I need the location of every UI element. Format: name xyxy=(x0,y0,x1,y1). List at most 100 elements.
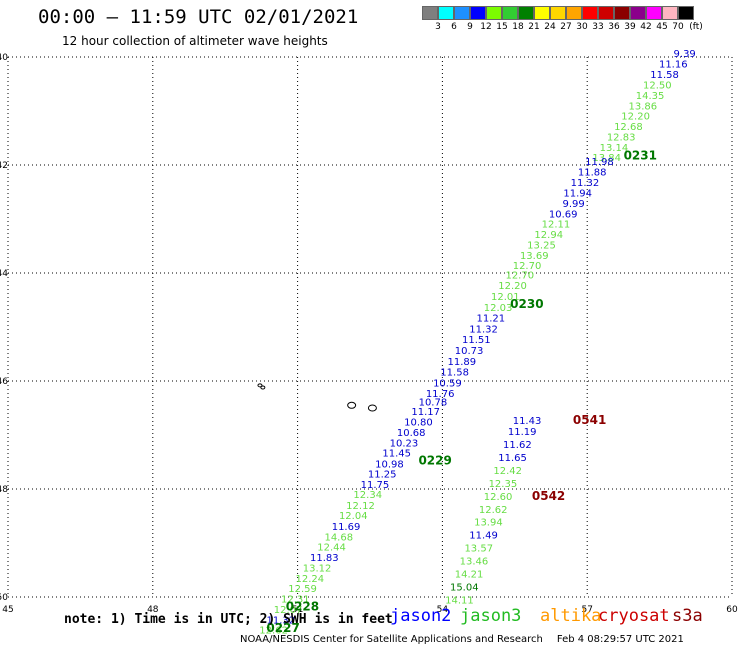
map-subtitle: 12 hour collection of altimeter wave hei… xyxy=(62,34,328,48)
wave-height-value: 12.20 xyxy=(621,112,650,123)
wave-height-value: 12.07 xyxy=(274,605,303,616)
colorbar-label: 12 xyxy=(480,22,492,32)
lon-tick-label: 57 xyxy=(581,605,592,615)
wave-height-value: 10.69 xyxy=(549,209,578,220)
wave-height-value: 11.32 xyxy=(267,615,296,626)
wave-height-value: 13.57 xyxy=(464,544,493,555)
lat-tick-label: -48 xyxy=(0,485,8,495)
wave-height-value: 11.21 xyxy=(477,314,506,325)
wave-height-value: 11.69 xyxy=(332,522,361,533)
island-outline xyxy=(347,401,357,409)
wave-height-value: 12.03 xyxy=(484,303,513,314)
wave-height-value: 12.04 xyxy=(339,511,368,522)
wave-height-value: 11.65 xyxy=(498,453,527,464)
wave-height-value: 11.75 xyxy=(361,480,390,491)
wave-height-value: 12.44 xyxy=(317,543,346,554)
wave-height-value: 12.12 xyxy=(346,501,375,512)
wave-height-value: 13.25 xyxy=(527,241,556,252)
wave-height-value: 10.98 xyxy=(375,459,404,470)
wave-height-value: 13.86 xyxy=(629,101,658,112)
wave-height-value: 10.73 xyxy=(455,346,484,357)
colorbar-label: 9 xyxy=(467,22,473,32)
wave-height-value: 11.94 xyxy=(563,188,592,199)
colorbar-label: 42 xyxy=(640,22,652,32)
colorbar-label: 27 xyxy=(560,22,572,32)
colorbar-unit: (ft) xyxy=(689,22,703,32)
colorbar-swatch xyxy=(470,6,486,20)
colorbar-swatch xyxy=(486,6,502,20)
colorbar-swatch xyxy=(630,6,646,20)
satellite-legend-jason3: jason3 xyxy=(460,606,522,626)
credit-timestamp: Feb 4 08:29:57 UTC 2021 xyxy=(556,634,684,645)
colorbar-label: 33 xyxy=(592,22,604,32)
wave-height-value: 10.78 xyxy=(419,397,448,408)
wave-height-value: 12.50 xyxy=(643,80,672,91)
lon-tick-label: 60 xyxy=(726,605,738,615)
satellite-legend-s3a: s3a xyxy=(672,606,703,626)
wave-height-value: 11.16 xyxy=(659,59,688,70)
colorbar-swatch xyxy=(438,6,454,20)
wave-height-value: 13.84 xyxy=(592,153,621,164)
wave-height-value: 12.68 xyxy=(614,122,643,133)
wave-height-value: 12.62 xyxy=(479,505,508,516)
pass-time-label: 0542 xyxy=(532,489,565,503)
pass-time-label: 0227 xyxy=(266,621,299,635)
colorbar-swatch xyxy=(518,6,534,20)
wave-height-value: 11.43 xyxy=(513,416,542,427)
satellite-legend-jason2: jason2 xyxy=(390,606,452,626)
wave-height-value: 11.51 xyxy=(462,335,491,346)
wave-height-value: 9.99 xyxy=(563,199,585,210)
colorbar-label: 15 xyxy=(496,22,508,32)
wave-height-value: 14.21 xyxy=(455,570,484,581)
wave-height-colorbar xyxy=(422,6,694,20)
wave-height-value: 12.59 xyxy=(288,584,317,595)
wave-height-value: 15.04 xyxy=(450,583,479,594)
wave-height-value: 11.89 xyxy=(448,357,477,368)
satellite-legend-altika: altika xyxy=(540,606,602,626)
colorbar-swatch xyxy=(454,6,470,20)
lon-tick-label: 54 xyxy=(437,605,449,615)
wave-height-value: 13.46 xyxy=(460,557,489,568)
colorbar-label: 39 xyxy=(624,22,636,32)
wave-height-value: 12.24 xyxy=(296,574,325,585)
island-outline xyxy=(260,385,266,390)
colorbar-swatch xyxy=(598,6,614,20)
island-outline xyxy=(257,383,263,388)
pass-time-label: 0228 xyxy=(286,600,319,614)
lon-tick-label: 51 xyxy=(292,605,303,615)
wave-height-value: 10.80 xyxy=(404,417,433,428)
colorbar-swatch xyxy=(566,6,582,20)
wave-height-value: 11.17 xyxy=(411,407,440,418)
pass-time-label: 0229 xyxy=(418,454,451,468)
colorbar-label: 70 xyxy=(672,22,684,32)
wave-height-value: 12.83 xyxy=(607,133,636,144)
wave-height-value: 14.11 xyxy=(445,595,474,606)
wave-height-value: 11.19 xyxy=(508,427,537,438)
colorbar-swatch xyxy=(582,6,598,20)
pass-time-label: 0230 xyxy=(510,297,543,311)
wave-height-value: 11.49 xyxy=(469,531,498,542)
wave-height-value: 13.12 xyxy=(303,564,332,575)
wave-height-value: 12.94 xyxy=(534,230,563,241)
wave-height-value: 10.23 xyxy=(390,438,419,449)
colorbar-labels: 3 6 9 12 15 18 21 24 27 30 33 36 39 42 45 70 (ft) xyxy=(422,22,740,34)
wave-height-value: 12.70 xyxy=(513,261,542,272)
colorbar-swatch xyxy=(678,6,694,20)
wave-height-value: 11.32 xyxy=(571,178,600,189)
lat-tick-label: -50 xyxy=(0,593,8,603)
lat-tick-label: -40 xyxy=(0,53,8,63)
lat-tick-label: -44 xyxy=(0,269,8,279)
satellite-legend-cryosat: cryosat xyxy=(598,606,670,626)
wave-height-value: 14.35 xyxy=(636,91,665,102)
colorbar-swatch xyxy=(422,6,438,20)
island-outline xyxy=(367,404,377,412)
wave-height-value: 10.68 xyxy=(397,428,426,439)
wave-height-value: 13.14 xyxy=(600,143,629,154)
footer-note: note: 1) Time is in UTC; 2) SWH is in fe… xyxy=(64,612,393,627)
wave-height-value: 12.70 xyxy=(505,270,534,281)
lat-tick-label: -46 xyxy=(0,377,8,387)
lon-tick-label: 45 xyxy=(2,605,13,615)
wave-height-value: 12.01 xyxy=(491,292,520,303)
pass-time-label: 0231 xyxy=(624,149,657,163)
colorbar-swatch xyxy=(662,6,678,20)
